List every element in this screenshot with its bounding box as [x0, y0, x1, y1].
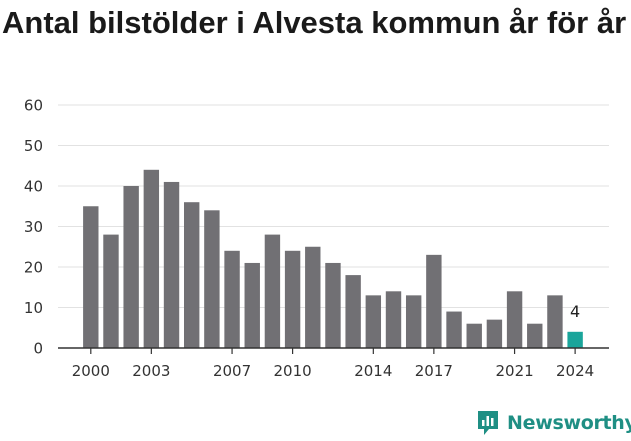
- y-axis-ticks: 0 10 20 30 40 50 60: [24, 97, 43, 358]
- y-tick-label: 30: [24, 218, 43, 236]
- data-labels: 4: [570, 302, 580, 321]
- newsworthy-logo-icon: [478, 411, 498, 435]
- y-tick-label: 10: [24, 299, 43, 317]
- bar: [123, 186, 139, 348]
- bar: [527, 323, 543, 348]
- x-tick-label: 2014: [354, 362, 392, 380]
- x-axis-ticks: 2000 2003 2007 2010 2014 2017 2021 2024: [72, 348, 594, 380]
- y-tick-label: 0: [33, 340, 43, 358]
- x-tick-label: 2024: [556, 362, 594, 380]
- x-tick-label: 2010: [274, 362, 312, 380]
- bar: [547, 295, 563, 348]
- y-tick-label: 60: [24, 97, 43, 115]
- x-tick-label: 2007: [213, 362, 251, 380]
- bar: [466, 323, 482, 348]
- bar: [506, 291, 523, 348]
- brand-logo[interactable]: Newsworthy: [476, 405, 631, 441]
- bar: [446, 311, 462, 348]
- bar: [163, 181, 180, 348]
- bar: [143, 169, 160, 348]
- bar: [345, 275, 361, 348]
- x-tick-label: 2000: [72, 362, 110, 380]
- x-tick-label: 2003: [132, 362, 170, 380]
- bar: [264, 234, 281, 348]
- bar: [365, 295, 382, 348]
- y-tick-label: 40: [24, 178, 43, 196]
- bar: [325, 262, 341, 348]
- bar: [405, 295, 422, 348]
- x-tick-label: 2021: [495, 362, 533, 380]
- bar: [486, 319, 503, 348]
- y-tick-label: 50: [24, 137, 43, 155]
- brand-name: Newsworthy: [507, 412, 631, 434]
- bar: [284, 250, 301, 348]
- bar: [83, 206, 99, 348]
- bar: [224, 250, 240, 348]
- y-tick-label: 20: [24, 259, 43, 277]
- x-tick-label: 2017: [415, 362, 453, 380]
- bar: [305, 246, 321, 348]
- bar: [426, 254, 442, 348]
- bar: [244, 262, 260, 348]
- bar: [385, 291, 402, 348]
- bar-highlight: [567, 331, 583, 348]
- chart-title: Antal bilstölder i Alvesta kommun år för…: [2, 5, 627, 40]
- bars: [83, 169, 583, 348]
- bar: [204, 210, 220, 348]
- data-label: 4: [570, 302, 580, 321]
- bar: [103, 234, 119, 348]
- bar: [184, 202, 200, 348]
